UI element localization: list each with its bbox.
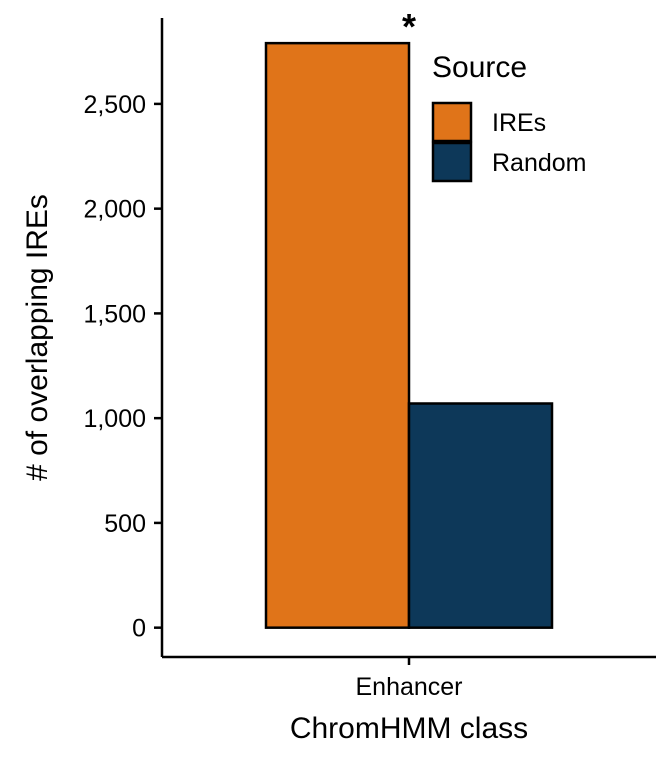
- y-tick-label: 2,500: [83, 91, 146, 119]
- legend-label-ires: IREs: [492, 109, 546, 137]
- y-tick-label: 1,000: [83, 405, 146, 433]
- plot-area: [264, 41, 554, 629]
- annotations: *: [402, 6, 416, 47]
- legend-key-ires: [431, 101, 473, 143]
- y-axis-title: # of overlapping IREs: [21, 194, 54, 481]
- x-axis-ticks: Enhancer: [355, 657, 463, 701]
- legend-key-random: [431, 141, 473, 183]
- y-tick-label: 500: [104, 510, 146, 538]
- y-tick-label: 1,500: [83, 300, 146, 328]
- x-axis-title: ChromHMM class: [290, 712, 528, 745]
- y-tick-label: 0: [132, 615, 146, 643]
- y-tick-label: 2,000: [83, 196, 146, 224]
- x-tick-label: Enhancer: [355, 673, 462, 701]
- legend: Source IREs Random: [431, 51, 587, 183]
- y-axis-ticks: 0 500 1,000 1,500 2,000 2,500: [83, 91, 162, 643]
- legend-title: Source: [432, 51, 527, 84]
- legend-label-random: Random: [492, 149, 587, 177]
- bar-random-enhancer: [407, 402, 554, 629]
- significance-annotation: *: [402, 6, 416, 47]
- bar-ires-enhancer: [264, 41, 411, 629]
